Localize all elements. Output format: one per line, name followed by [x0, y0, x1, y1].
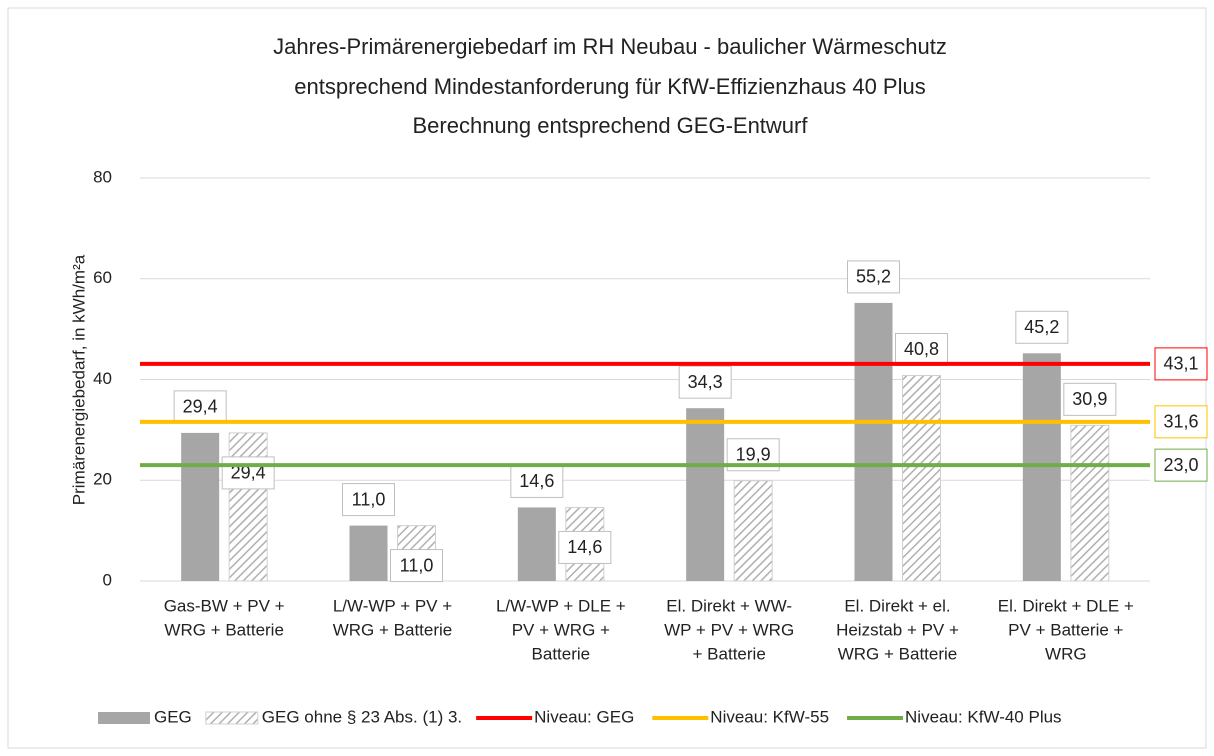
y-tick-label: 60 [93, 268, 112, 287]
value-label: 40,8 [904, 339, 939, 359]
value-label: 14,6 [567, 537, 602, 557]
legend-label: Niveau: KfW-55 [710, 707, 829, 726]
bar [517, 507, 556, 581]
value-label: 55,2 [856, 267, 891, 287]
chart-title: Jahres-Primärenergiebedarf im RH Neubau … [273, 34, 947, 59]
bar [181, 432, 220, 581]
legend-swatch [205, 711, 259, 725]
x-tick-label: El. Direkt + el. [844, 596, 950, 615]
value-label: 29,4 [183, 397, 218, 417]
bar [1022, 353, 1061, 581]
x-tick-label: L/W-WP + DLE + [496, 596, 626, 615]
y-tick-label: 40 [93, 369, 112, 388]
bar [686, 408, 725, 581]
value-label-box [847, 260, 900, 294]
x-tick-label: Heizstab + PV + [836, 620, 959, 639]
chart-title: entsprechend Mindestanforderung für KfW-… [294, 74, 925, 99]
reference-label: 43,1 [1163, 354, 1198, 374]
x-tick-label: WP + PV + WRG [664, 620, 794, 639]
x-tick-label: + Batterie [693, 644, 766, 663]
value-label: 14,6 [519, 471, 554, 491]
chart-frame [7, 7, 1207, 749]
legend-swatch [98, 712, 150, 724]
value-label: 30,9 [1072, 389, 1107, 409]
reference-label-box [1154, 347, 1208, 381]
value-label-box [1063, 382, 1117, 416]
reference-label-box [1154, 448, 1208, 482]
chart-title: Berechnung entsprechend GEG-Entwurf [412, 113, 808, 138]
legend-label: GEG ohne § 23 Abs. (1) 3. [262, 707, 462, 726]
y-tick-label: 80 [93, 167, 112, 186]
value-label: 11,0 [400, 555, 434, 575]
x-tick-label: PV + Batterie + [1008, 620, 1123, 639]
legend-label: Niveau: GEG [534, 707, 634, 726]
value-label-box [390, 549, 443, 583]
bar [854, 302, 893, 581]
bar [349, 525, 388, 581]
value-label-box [895, 332, 948, 366]
legend-label: Niveau: KfW-40 Plus [905, 707, 1062, 726]
value-label: 11,0 [352, 489, 386, 509]
value-label-box [678, 365, 732, 399]
value-label-box [221, 456, 275, 490]
value-label: 34,3 [688, 372, 723, 392]
bar [228, 432, 268, 582]
y-tick-label: 20 [93, 470, 112, 489]
value-label-box [558, 530, 612, 564]
x-tick-label: El. Direkt + DLE + [998, 596, 1134, 615]
reference-label-box [1154, 405, 1208, 439]
x-tick-label: Gas-BW + PV + [164, 596, 285, 615]
reference-label: 31,6 [1163, 412, 1198, 432]
x-tick-label: WRG + Batterie [838, 644, 958, 663]
value-label-box [342, 483, 395, 517]
reference-label: 23,0 [1163, 455, 1198, 475]
value-label: 29,4 [231, 463, 266, 483]
bar [1070, 424, 1110, 582]
x-tick-label: WRG + Batterie [164, 620, 284, 639]
value-label: 19,9 [736, 445, 771, 465]
x-tick-label: WRG + Batterie [333, 620, 453, 639]
bar [733, 480, 773, 582]
bar [902, 374, 941, 582]
y-axis-label: Primärenergiebedarf, in kWh/m²a [69, 254, 88, 505]
x-tick-label: L/W-WP + PV + [333, 596, 452, 615]
x-tick-label: PV + WRG + [512, 620, 610, 639]
x-tick-label: Batterie [532, 644, 591, 663]
value-label: 45,2 [1024, 317, 1059, 337]
value-label-box [1015, 310, 1069, 344]
y-tick-label: 0 [103, 570, 112, 589]
legend-label: GEG [154, 707, 192, 726]
x-tick-label: WRG [1045, 644, 1087, 663]
x-tick-label: El. Direkt + WW- [666, 596, 792, 615]
